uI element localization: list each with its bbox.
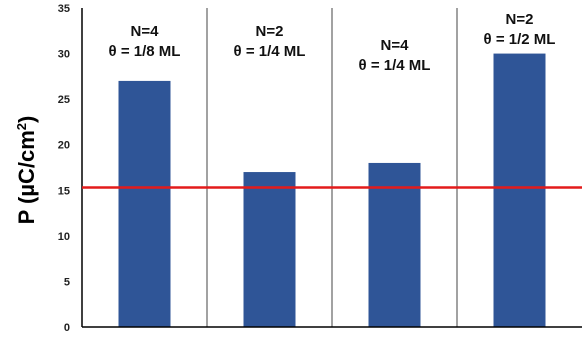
y-tick-label: 5 [64,276,70,288]
y-axis-label: P (µC/cm2) [14,116,39,225]
y-tick-label: 0 [64,322,70,334]
category-label-line2: θ = 1/4 ML [234,43,306,60]
category-label-line1: N=2 [506,11,534,28]
bar [243,172,296,327]
y-tick-label: 10 [58,231,70,243]
category-label-line2: θ = 1/2 ML [484,31,556,48]
y-tick-label: 25 [58,94,70,106]
category-label-line2: θ = 1/4 ML [359,57,431,74]
y-tick-label: 15 [58,185,70,197]
bar [118,80,171,328]
category-label-line1: N=4 [131,23,160,40]
y-axis-ticks: 0 5 10 15 20 25 30 35 [58,3,70,334]
y-tick-label: 30 [58,49,70,61]
y-tick-label: 20 [58,140,70,152]
category-dividers [206,8,458,327]
bars [118,53,546,328]
axes [81,8,582,328]
y-tick-label: 35 [58,3,70,15]
y-axis-title: P (µC/cm2) [14,116,39,225]
category-labels: N=4 θ = 1/8 ML N=2 θ = 1/4 ML N=4 θ = 1/4 ML N… [109,11,556,74]
category-label-line2: θ = 1/8 ML [109,43,181,60]
bar [368,162,421,327]
category-label-line1: N=2 [256,23,284,40]
category-label-line1: N=4 [381,37,410,54]
bar [493,53,546,327]
